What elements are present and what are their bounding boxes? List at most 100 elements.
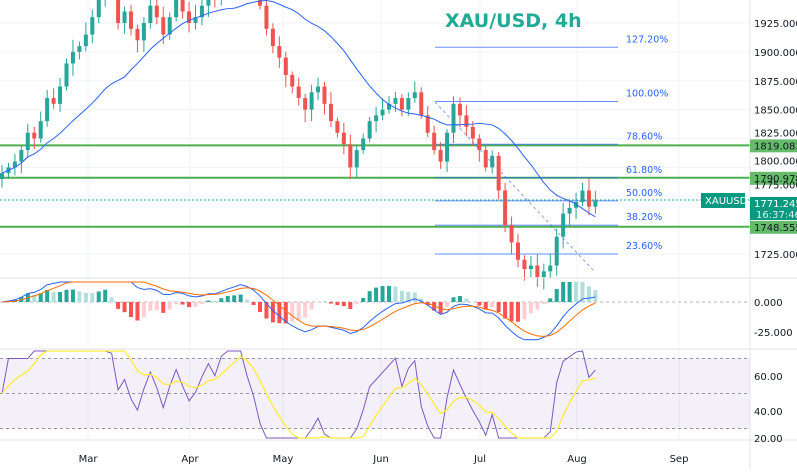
price-tick: 1900.000 [754, 48, 797, 59]
candle [426, 106, 430, 137]
candle-body [548, 266, 552, 272]
candle [13, 154, 17, 175]
candle-body [123, 11, 127, 23]
macd-histogram-bar [400, 291, 404, 302]
candle [335, 117, 339, 137]
candle-body [374, 115, 378, 121]
macd-pane: 0.000 -25.000 [0, 282, 793, 340]
candle [148, 0, 152, 29]
candle [593, 191, 597, 214]
macd-histogram-bar [297, 302, 301, 320]
macd-histogram-bar [65, 290, 69, 302]
candle-body [587, 190, 591, 206]
candle [271, 23, 275, 53]
candle [135, 25, 139, 53]
macd-histogram-bar [342, 302, 346, 306]
candle [452, 96, 456, 143]
macd-histogram-bar [516, 302, 520, 322]
candle-body [277, 46, 281, 58]
macd-histogram-bar [464, 298, 468, 302]
macd-histogram-bar [219, 298, 223, 302]
candle [400, 94, 404, 116]
candle-body [542, 271, 546, 277]
macd-histogram-bar [181, 302, 185, 305]
price-tick: 1775.000 [754, 180, 797, 191]
candle [310, 85, 314, 122]
macd-histogram-bar [542, 302, 546, 304]
macd-histogram-bar [303, 302, 307, 317]
fib-level-label: 100.00% [626, 89, 668, 100]
candle [264, 0, 268, 36]
candle [503, 183, 507, 232]
macd-histogram-bar [90, 293, 94, 302]
candle [587, 178, 591, 215]
macd-tick: -25.000 [754, 328, 793, 339]
rsi-tick: 20.00 [754, 434, 783, 445]
candle [45, 90, 49, 127]
candle [542, 264, 546, 290]
macd-histogram-bar [548, 298, 552, 302]
candle-body [52, 98, 56, 104]
candle-body [464, 115, 468, 127]
candle [77, 42, 81, 60]
candle-body [290, 75, 294, 87]
macd-histogram-bar [477, 302, 481, 306]
macd-histogram-bar [116, 302, 120, 309]
macd-histogram-bar [335, 302, 339, 305]
macd-histogram-bar [142, 302, 146, 317]
macd-histogram-bar [52, 292, 56, 302]
candle [555, 229, 559, 276]
candle-body [522, 260, 526, 269]
macd-histogram-bar [123, 302, 127, 312]
macd-histogram-bar [593, 290, 597, 302]
candle [129, 5, 133, 36]
candle-body [400, 98, 404, 110]
macd-histogram-bar [348, 302, 352, 309]
candle [329, 92, 333, 127]
price-tick: 1825.000 [754, 129, 797, 140]
candle-body [452, 104, 456, 133]
candle [471, 121, 475, 145]
candle [497, 152, 501, 199]
candle-body [348, 144, 352, 167]
candle-body [161, 17, 165, 34]
candle-body [271, 29, 275, 46]
macd-histogram-bar [258, 302, 262, 312]
fib-level-label: 23.60% [626, 241, 662, 252]
candle-body [116, 0, 120, 23]
price-tick: 1725.000 [754, 250, 797, 261]
candle-body [471, 127, 475, 139]
candle [84, 22, 88, 51]
candle [90, 10, 94, 43]
candle [97, 0, 101, 23]
macd-histogram-bar [232, 295, 236, 302]
candle [561, 203, 565, 249]
time-tick: Sep [670, 454, 689, 465]
rsi-tick: 60.00 [754, 372, 783, 383]
level-price-label: 1748.555 [754, 223, 797, 234]
macd-histogram-bar [458, 296, 462, 302]
macd-histogram-bar [452, 297, 456, 302]
candle [355, 144, 359, 178]
candle-body [206, 0, 210, 6]
candle-body [84, 35, 88, 47]
macd-histogram-bar [252, 302, 256, 305]
candle [419, 87, 423, 119]
symbol-tag: XAUUSD [705, 196, 748, 207]
fib-trend-line [435, 102, 595, 272]
macd-histogram-bar [71, 290, 75, 302]
candle-body [39, 121, 43, 138]
candle-body [355, 150, 359, 167]
candle-body [97, 0, 101, 17]
candle-body [368, 121, 372, 138]
macd-histogram-bar [393, 286, 397, 302]
macd-histogram-bar [174, 302, 178, 304]
candle [342, 123, 346, 154]
fib-level-label: 61.80% [626, 165, 662, 176]
macd-tick: 0.000 [754, 298, 783, 309]
fibonacci-retracement[interactable]: 127.20%100.00%78.60%61.80%50.00%38.20%23… [435, 34, 668, 254]
macd-histogram-bar [587, 286, 591, 302]
